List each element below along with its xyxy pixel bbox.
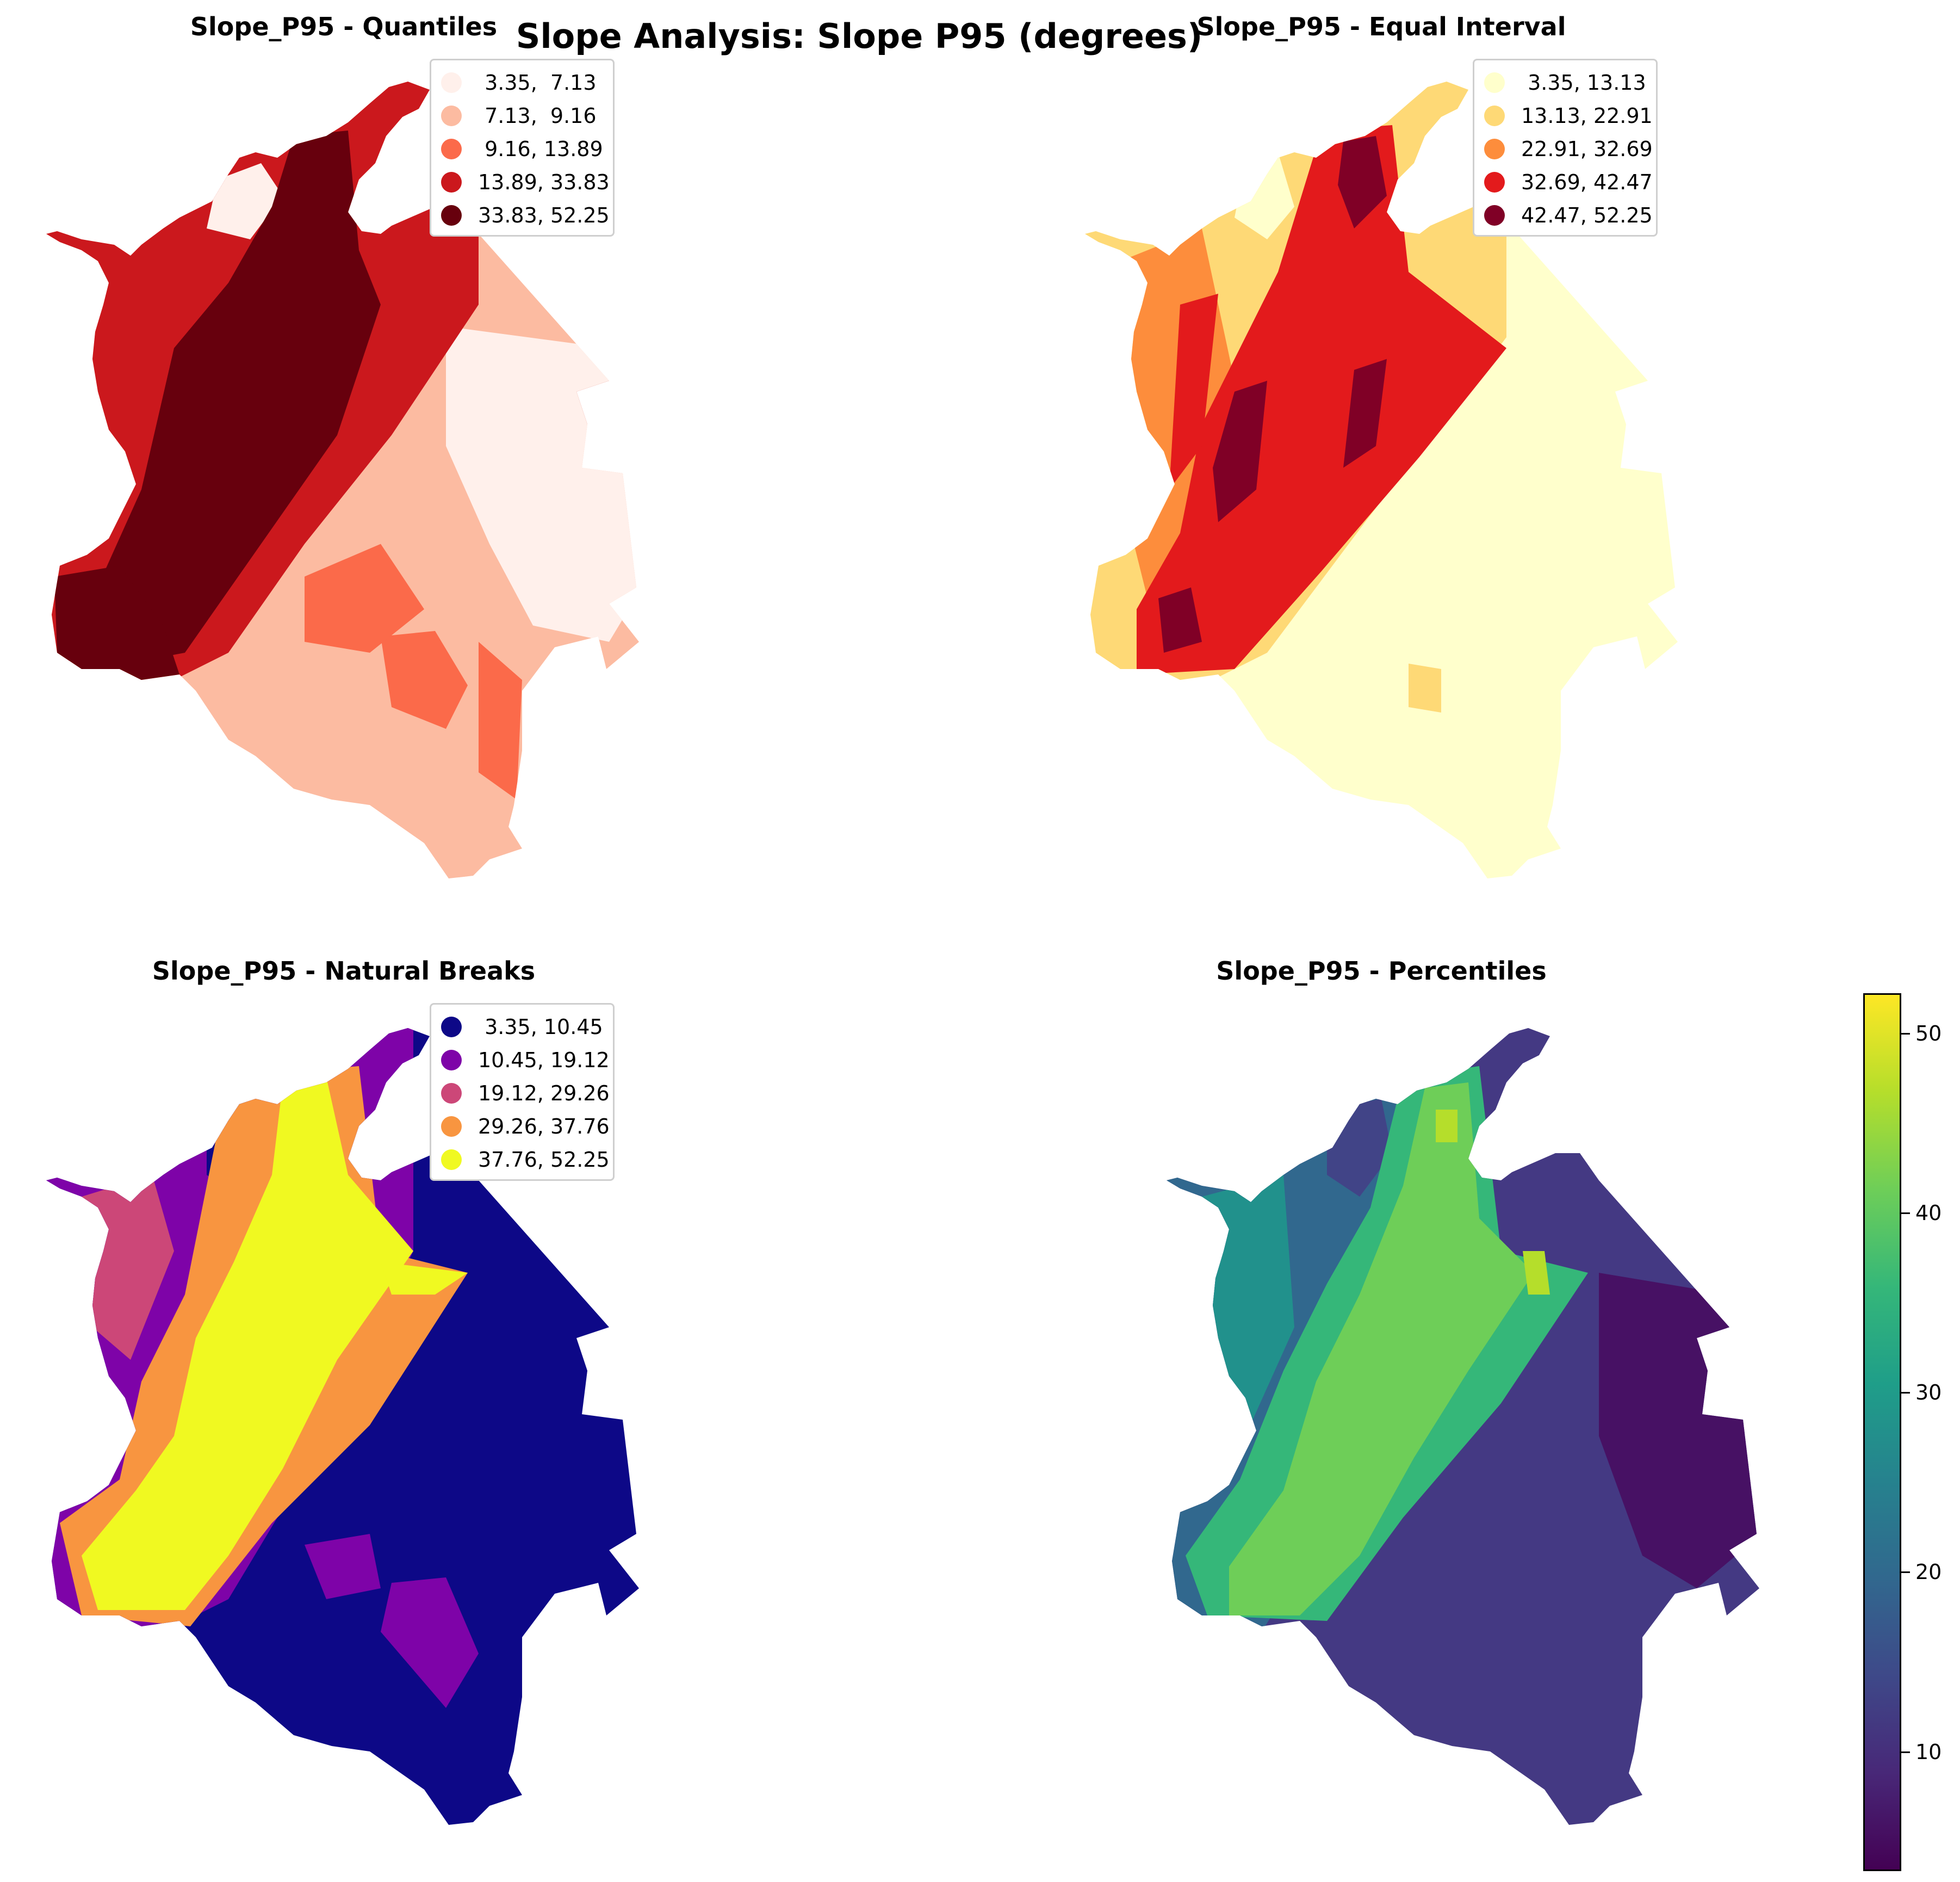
- legend-swatch: [441, 105, 462, 126]
- legend-swatch: [441, 1082, 462, 1104]
- legend-label: 33.83, 52.25: [478, 203, 610, 227]
- colorbar-tick-label: 10: [1915, 1739, 1942, 1764]
- panel-title: Slope_P95 - Percentiles: [1216, 956, 1547, 986]
- legend-label: 22.91, 32.69: [1521, 137, 1653, 161]
- map-legend: 3.35, 10.45 10.45, 19.12 19.12, 29.26 29…: [430, 1003, 615, 1181]
- colorbar-tick-label: 50: [1915, 1022, 1942, 1046]
- legend-swatch: [441, 1049, 462, 1070]
- colorbar-tick: [1901, 1571, 1910, 1574]
- legend-label: 19.12, 29.26: [478, 1081, 610, 1105]
- legend-swatch: [441, 171, 462, 193]
- legend-swatch: [1484, 72, 1505, 93]
- legend-item: 22.91, 32.69: [1484, 132, 1653, 165]
- choropleth-map: [46, 82, 639, 878]
- legend-label: 7.13, 9.16: [478, 103, 597, 128]
- figure-title: Slope Analysis: Slope P95 (degrees): [516, 16, 1203, 56]
- legend-item: 42.47, 52.25: [1484, 199, 1653, 232]
- legend-label: 29.26, 37.76: [478, 1114, 610, 1138]
- legend-swatch: [1484, 138, 1505, 159]
- colorbar-tick: [1901, 1033, 1910, 1035]
- legend-item: 13.13, 22.91: [1484, 99, 1653, 132]
- legend-swatch: [1484, 105, 1505, 126]
- legend-swatch: [441, 72, 462, 93]
- choropleth-map: [46, 1028, 639, 1825]
- legend-label: 3.35, 10.45: [478, 1014, 603, 1039]
- legend-label: 3.35, 13.13: [1521, 70, 1646, 95]
- legend-item: 19.12, 29.26: [441, 1076, 610, 1110]
- choropleth-map: [1167, 1028, 1759, 1825]
- choropleth-map: [1085, 82, 1678, 878]
- legend-label: 37.76, 52.25: [478, 1147, 610, 1172]
- legend-label: 32.69, 42.47: [1521, 170, 1653, 194]
- legend-label: 13.89, 33.83: [478, 170, 610, 194]
- map-legend: 3.35, 7.13 7.13, 9.16 9.16, 13.89 13.89,…: [430, 59, 615, 237]
- map-legend: 3.35, 13.13 13.13, 22.91 22.91, 32.69 32…: [1473, 59, 1658, 237]
- legend-label: 10.45, 19.12: [478, 1048, 610, 1072]
- colorbar-tick-label: 40: [1915, 1201, 1942, 1225]
- legend-item: 29.26, 37.76: [441, 1110, 610, 1143]
- colorbar-tick: [1901, 1751, 1910, 1753]
- legend-swatch: [441, 1116, 462, 1137]
- colorbar-tick: [1901, 1392, 1910, 1394]
- legend-swatch: [441, 138, 462, 159]
- legend-label: 9.16, 13.89: [478, 137, 603, 161]
- legend-swatch: [441, 1149, 462, 1170]
- legend-label: 13.13, 22.91: [1521, 103, 1653, 128]
- legend-swatch: [441, 1016, 462, 1037]
- legend-item: 33.83, 52.25: [441, 199, 610, 232]
- legend-item: 13.89, 33.83: [441, 165, 610, 199]
- legend-item: 3.35, 7.13: [441, 66, 604, 99]
- legend-item: 32.69, 42.47: [1484, 165, 1653, 199]
- legend-swatch: [441, 205, 462, 226]
- legend-label: 3.35, 7.13: [478, 70, 597, 95]
- legend-label: 42.47, 52.25: [1521, 203, 1653, 227]
- panel-title: Slope_P95 - Equal Interval: [1196, 12, 1566, 41]
- colorbar: [1863, 993, 1901, 1871]
- legend-item: 9.16, 13.89: [441, 132, 604, 165]
- legend-item: 10.45, 19.12: [441, 1043, 610, 1076]
- panel-title: Slope_P95 - Quantiles: [190, 12, 498, 41]
- colorbar-tick-label: 20: [1915, 1560, 1942, 1584]
- legend-item: 7.13, 9.16: [441, 99, 604, 132]
- panel-title: Slope_P95 - Natural Breaks: [152, 956, 536, 986]
- legend-item: 3.35, 10.45: [441, 1010, 604, 1043]
- legend-swatch: [1484, 205, 1505, 226]
- colorbar-tick-label: 30: [1915, 1380, 1942, 1405]
- colorbar-tick: [1901, 1212, 1910, 1215]
- legend-item: 37.76, 52.25: [441, 1143, 610, 1176]
- legend-item: 3.35, 13.13: [1484, 66, 1647, 99]
- legend-swatch: [1484, 171, 1505, 193]
